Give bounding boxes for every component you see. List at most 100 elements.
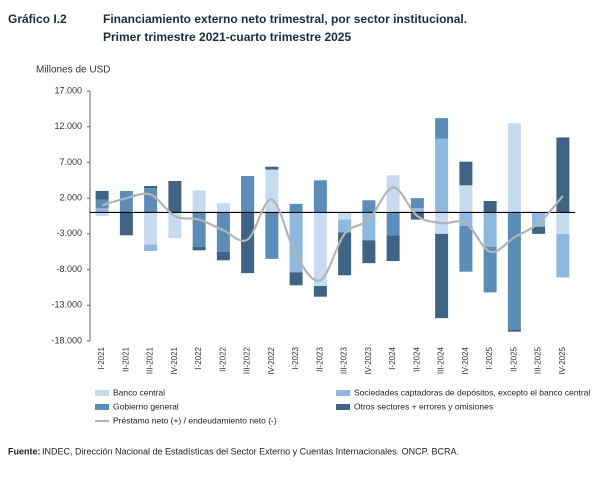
bar-segment	[95, 199, 109, 209]
bar-segment	[362, 240, 376, 264]
bar-segment	[386, 235, 400, 261]
bar-segment	[435, 138, 449, 213]
bar-segment	[168, 212, 182, 239]
bar-segment	[386, 175, 400, 213]
y-tick-label: 2.000	[59, 193, 82, 203]
x-tick-label: III-2025	[534, 346, 543, 374]
x-tick-label: III-2022	[243, 346, 252, 374]
bar-segment	[313, 180, 327, 213]
bar-segment	[241, 176, 255, 213]
bar-segment	[289, 212, 303, 273]
legend-swatch	[336, 404, 350, 410]
bar-segment	[95, 212, 109, 216]
legend-label: Banco central	[113, 387, 165, 397]
bar-segment	[144, 188, 158, 213]
bar-segment	[144, 244, 158, 251]
bar-segment	[459, 185, 473, 213]
bar-segment	[410, 208, 424, 213]
source: INDEC, Dirección Nacional de Estadística…	[42, 446, 459, 456]
legend-swatch	[95, 404, 109, 410]
x-tick-label: IV-2024	[461, 346, 470, 374]
x-tick-label: II-2023	[315, 346, 324, 371]
bar-segment	[216, 251, 230, 261]
bar-segment	[265, 166, 279, 170]
bar-segment	[192, 190, 206, 213]
legend-label: Préstamo neto (+) / endeudamiento neto (…	[113, 415, 277, 425]
y-tick-label: 7.000	[59, 157, 82, 167]
bar-segment	[265, 212, 279, 259]
x-tick-label: IV-2025	[558, 346, 567, 374]
bar-segment	[338, 219, 352, 233]
bar-segment	[386, 212, 400, 236]
chart-title: Financiamiento externo neto trimestral, …	[103, 12, 467, 26]
y-tick-label: 17.000	[54, 85, 82, 95]
x-tick-label: II-2025	[509, 346, 518, 371]
bar-segment	[507, 329, 521, 332]
bar-segment	[556, 137, 570, 213]
bar-segment	[435, 233, 449, 319]
bar-segment	[338, 232, 352, 276]
y-tick-label: 12.000	[54, 121, 82, 131]
bar-segment	[435, 118, 449, 139]
bar-segment	[362, 200, 376, 213]
legend-swatch	[336, 390, 350, 396]
bar-segment	[483, 212, 497, 247]
bar-segment	[313, 212, 327, 286]
chart-subtitle: Primer trimestre 2021-cuarto trimestre 2…	[103, 30, 351, 44]
x-tick-label: I-2021	[97, 346, 106, 369]
bar-segment	[532, 212, 546, 227]
bar-segment	[168, 181, 182, 213]
bar-segment	[289, 203, 303, 213]
bar-segment	[507, 123, 521, 213]
y-tick-label: -8.000	[56, 264, 82, 274]
bar-segment	[459, 161, 473, 186]
y-tick-label: -3.000	[56, 228, 82, 238]
bar-segment	[532, 226, 546, 234]
bar-segment	[119, 212, 133, 236]
x-tick-label: II-2024	[412, 346, 421, 371]
legend-label: Gobierno general	[113, 401, 179, 411]
legend-label: Sociedades captadoras de depósitos, exce…	[354, 387, 590, 397]
x-tick-label: II-2022	[218, 346, 227, 371]
bar-segment	[362, 212, 376, 241]
legend-label: Otros sectores + errores y omisiones	[354, 401, 493, 411]
bar-segment	[556, 212, 570, 234]
bar-segment	[95, 208, 109, 213]
bar-segment	[289, 272, 303, 286]
bar-segment	[507, 212, 521, 330]
x-tick-label: I-2023	[291, 346, 300, 369]
y-tick-label: -18.000	[51, 335, 82, 345]
bar-segment	[192, 212, 206, 247]
bar-segment	[313, 286, 327, 297]
bar-segment	[556, 233, 570, 278]
chart-label: Gráfico I.2	[8, 12, 67, 26]
source-label: Fuente:	[8, 446, 41, 456]
bar-segment	[410, 198, 424, 209]
bar-segment	[483, 201, 497, 213]
x-tick-label: II-2021	[121, 346, 130, 371]
bar-segment	[216, 212, 230, 252]
y-tick-label: -13.000	[51, 300, 82, 310]
bar-segment	[119, 191, 133, 213]
x-tick-label: IV-2021	[170, 346, 179, 374]
bar-segment	[144, 186, 158, 189]
legend-swatch	[95, 390, 109, 396]
x-tick-label: I-2022	[194, 346, 203, 369]
net-line	[101, 186, 564, 282]
x-tick-label: III-2023	[340, 346, 349, 374]
x-tick-label: IV-2022	[267, 346, 276, 374]
y-axis-label: Millones de USD	[36, 65, 110, 76]
x-tick-label: III-2024	[437, 346, 446, 374]
bar-segment	[144, 212, 158, 245]
bar-segment	[192, 246, 206, 251]
x-tick-label: IV-2023	[364, 346, 373, 374]
bar-segment	[338, 212, 352, 220]
bar-segment	[95, 191, 109, 200]
x-tick-label: I-2024	[388, 346, 397, 369]
x-tick-label: III-2021	[146, 346, 155, 374]
x-tick-label: I-2025	[485, 346, 494, 369]
bar-segment	[483, 246, 497, 293]
bar-segment	[459, 226, 473, 272]
bar-segment	[216, 203, 230, 213]
